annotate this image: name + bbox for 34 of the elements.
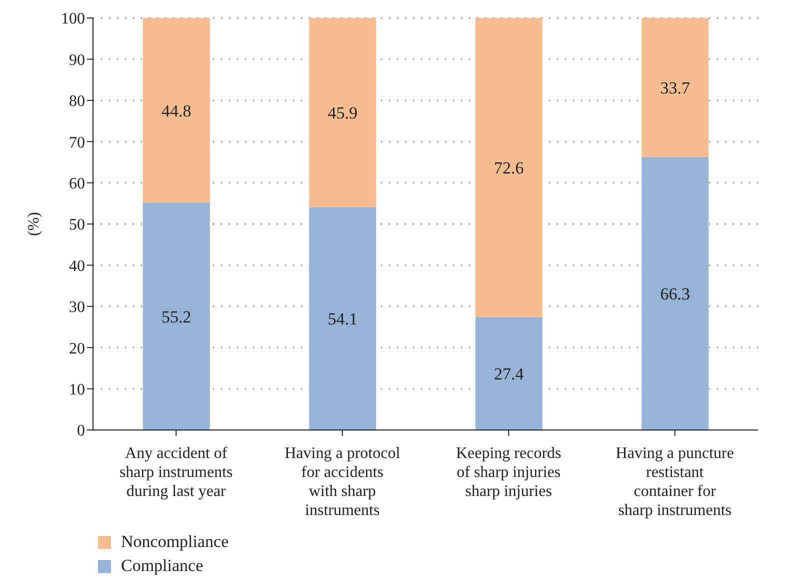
y-tick-label: 10 — [69, 381, 85, 398]
x-tick-label: Keeping records of sharp injuries sharp injuries — [456, 445, 562, 500]
data-label: 66.3 — [660, 284, 690, 304]
y-tick-label: 80 — [69, 93, 85, 110]
data-label: 33.7 — [660, 78, 690, 98]
data-label: 72.6 — [494, 158, 524, 178]
bar — [642, 18, 709, 157]
x-tick-label: Any accident of sharp instruments during last year — [119, 445, 233, 500]
data-label: 44.8 — [162, 101, 192, 120]
y-tick-label: 0 — [77, 422, 85, 440]
bar — [309, 18, 376, 208]
y-tick-label: 100 — [61, 10, 85, 28]
x-tick-label: Having a puncture restistant container for sharp instruments — [616, 445, 734, 519]
legend-label: Compliance — [121, 556, 204, 576]
data-label: 27.4 — [494, 364, 524, 384]
bar — [475, 317, 542, 430]
bar — [309, 207, 376, 430]
y-tick-label: 20 — [69, 340, 85, 358]
y-axis-title: (%) — [26, 212, 43, 236]
y-tick-label: 90 — [69, 52, 85, 69]
y-tick-label: 60 — [69, 175, 85, 192]
data-label: 55.2 — [162, 307, 192, 326]
bar — [642, 156, 709, 430]
bar — [142, 18, 210, 203]
x-tick-label: Having a protocol for accidents with sharp instruments — [284, 445, 401, 519]
y-tick-label: 70 — [69, 134, 85, 152]
data-label: 54.1 — [328, 310, 358, 329]
y-tick-label: 40 — [69, 258, 85, 275]
bar — [142, 202, 210, 430]
bar — [475, 18, 542, 318]
y-tick-label: 50 — [69, 216, 85, 234]
legend-label: Noncompliance — [121, 532, 229, 552]
y-tick-label: 30 — [69, 299, 85, 316]
data-label: 45.9 — [328, 104, 358, 123]
